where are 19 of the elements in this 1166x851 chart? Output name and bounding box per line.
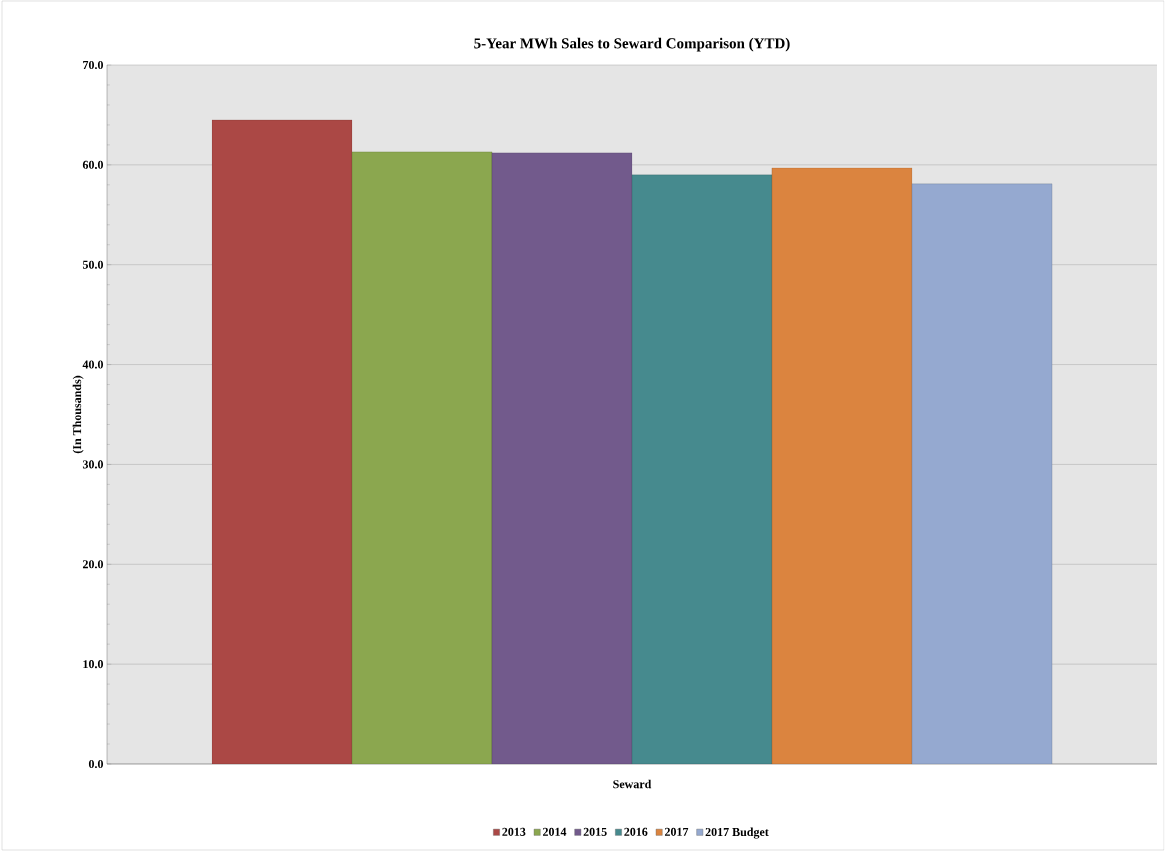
y-tick-label: 60.0 <box>82 160 103 169</box>
bar <box>211 119 353 764</box>
legend-label: 2017 Budget <box>705 827 769 839</box>
chart-title: 5-Year MWh Sales to Seward Comparison (YTD) <box>474 37 790 52</box>
y-tick-label: 10.0 <box>83 660 103 669</box>
legend-label: 2017 <box>664 827 689 836</box>
legend-label: 2013 <box>502 827 526 836</box>
y-axis-title: (In Thousands) <box>72 375 84 454</box>
bar <box>351 151 493 764</box>
y-tick-label: 50.0 <box>82 260 103 269</box>
y-tick-label: 20.0 <box>82 560 103 569</box>
x-tick-label: Seward <box>613 779 652 789</box>
y-tick-label: 0.0 <box>88 759 104 769</box>
y-tick-label: 70.0 <box>83 60 103 70</box>
y-tick-label: 40.0 <box>82 360 103 369</box>
y-tick-label: 30.0 <box>82 460 103 469</box>
legend-label: 2016 <box>624 827 648 836</box>
legend-label: 2015 <box>583 827 607 836</box>
legend-label: 2014 <box>542 827 567 836</box>
